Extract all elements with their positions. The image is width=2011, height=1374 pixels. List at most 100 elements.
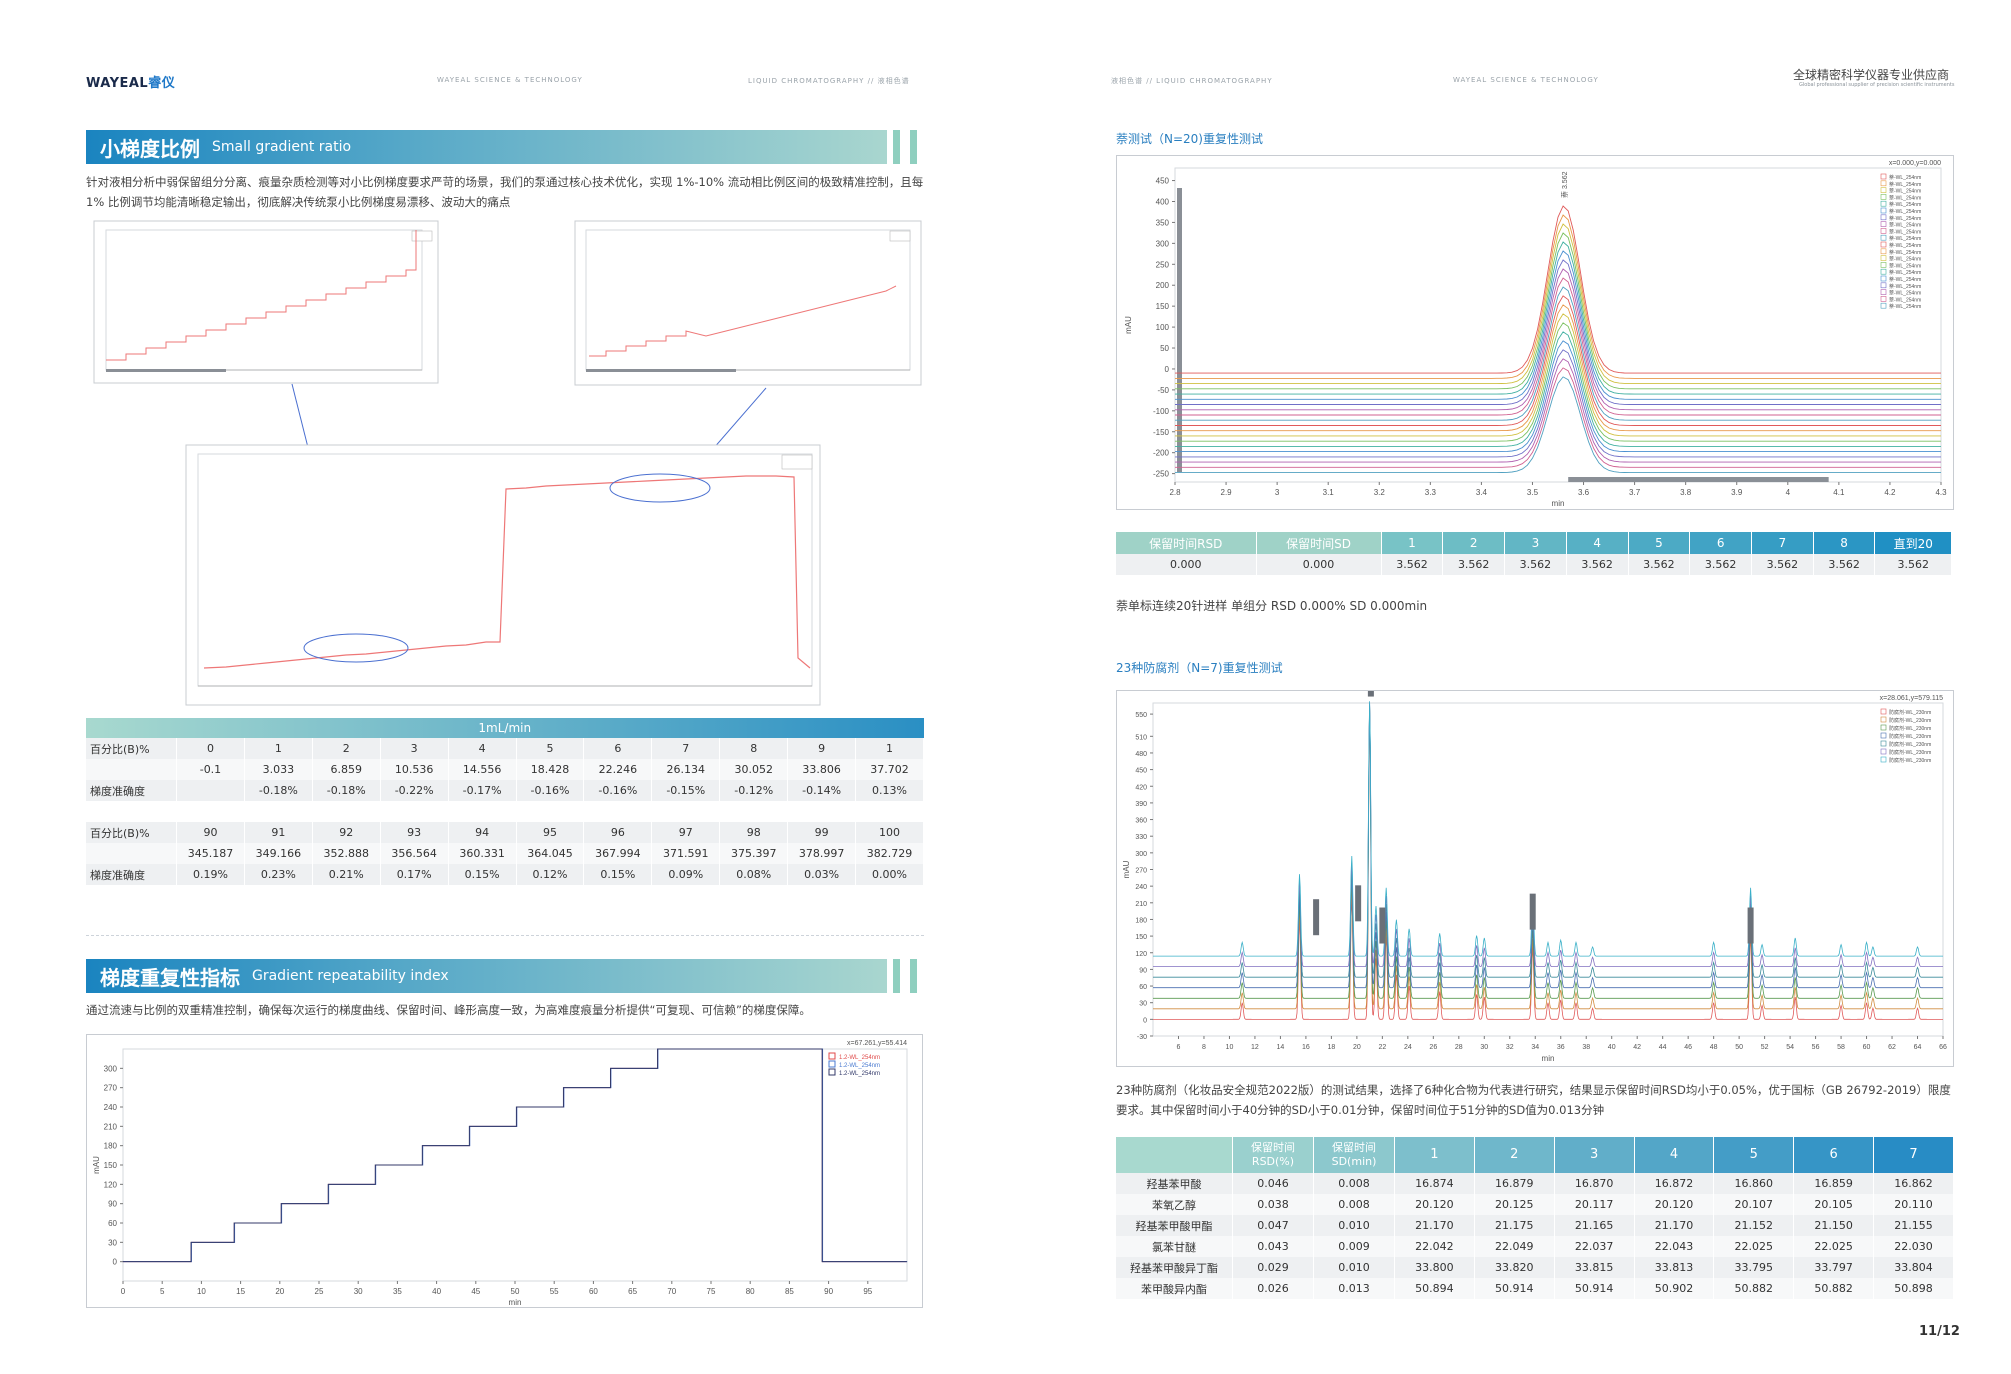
table-cell: 6.859 — [312, 759, 381, 780]
table-cell: 91 — [244, 822, 313, 843]
table-cell: 345.187 — [176, 843, 245, 864]
peak-label-box — [1747, 907, 1754, 944]
y-axis-label: mAU — [92, 1156, 101, 1174]
table-header-cell: 保留时间SD — [1256, 532, 1382, 554]
y-tick-label: 360 — [1135, 818, 1147, 825]
x-tick-label: 46 — [1684, 1044, 1692, 1051]
legend-swatch — [1880, 268, 1887, 275]
table-cell: 22.025 — [1713, 1236, 1795, 1257]
trace-line — [1175, 205, 1941, 374]
table-cell: 349.166 — [244, 843, 313, 864]
legend-label: 防腐剂-WL_230nm — [1889, 757, 1931, 764]
x-tick-label: 14 — [1277, 1044, 1285, 1051]
x-tick-label: 34 — [1531, 1044, 1539, 1051]
x-tick-label: 18 — [1327, 1044, 1335, 1051]
x-tick-label: 3.4 — [1476, 488, 1488, 497]
trace-line — [1153, 703, 1943, 978]
legend-swatch — [1880, 214, 1887, 221]
y-axis-label: mAU — [1124, 316, 1133, 334]
table-cell: 21.152 — [1713, 1215, 1795, 1236]
table-cell: 22.025 — [1793, 1236, 1875, 1257]
legend-label: 萘-WL_254nm — [1889, 262, 1921, 269]
legend-swatch — [1880, 221, 1887, 227]
trace-line — [1175, 349, 1941, 458]
table-cell: 16.870 — [1554, 1173, 1635, 1194]
table-cell: 3.562 — [1504, 554, 1567, 575]
table-cell: -0.16% — [516, 780, 585, 801]
x-tick-label: 15 — [236, 1287, 245, 1296]
y-tick-label: 420 — [1135, 784, 1147, 791]
x-tick-label: 20 — [275, 1287, 284, 1296]
x-tick-label: 4 — [1786, 488, 1791, 497]
table-row: 羟基苯甲酸异丁酯 0.029 0.010 33.800 33.820 33.815 33.8… — [1116, 1257, 1954, 1278]
preservative-chart: 5505104804504203903603303002702402101801… — [1116, 690, 1954, 1067]
table-cell: 0.000 — [1256, 554, 1382, 575]
y-tick-label: 300 — [1135, 851, 1147, 858]
x-tick-label: 3.7 — [1629, 488, 1641, 497]
table-cell: 22.037 — [1554, 1236, 1635, 1257]
table-cell: 371.591 — [651, 843, 721, 864]
table-cell: 21.150 — [1793, 1215, 1875, 1236]
table-cell: 50.882 — [1713, 1278, 1795, 1299]
x-tick-label: 56 — [1812, 1044, 1820, 1051]
section-title-en: Gradient repeatability index — [252, 968, 449, 984]
table-row: 苯甲酸异内酯 0.026 0.013 50.894 50.914 50.914 50.902… — [1116, 1278, 1954, 1299]
table-cell — [312, 801, 381, 822]
legend-swatch — [1880, 262, 1887, 268]
table-header-cell: 4 — [1566, 532, 1629, 554]
x-tick-label: 38 — [1582, 1044, 1590, 1051]
table-cell: 21.155 — [1873, 1215, 1954, 1236]
table-cell: 1 — [244, 738, 313, 759]
trace-line — [1175, 214, 1941, 379]
table-cell: 0.046 — [1232, 1173, 1314, 1194]
page-number: 11/12 — [1919, 1324, 1960, 1339]
table-header-cell: 4 — [1634, 1137, 1715, 1173]
trace-line — [1175, 322, 1941, 442]
table-cell — [86, 759, 177, 780]
x-tick-label: 58 — [1837, 1044, 1845, 1051]
table-cell: 2 — [312, 738, 381, 759]
table-header-cell: 保留时间RSD(%) — [1232, 1137, 1314, 1173]
header-category: LIQUID CHROMATOGRAPHY // 液相色谱 — [748, 77, 910, 85]
y-tick-label: 400 — [1156, 197, 1170, 206]
table-cell: 0 — [176, 738, 245, 759]
legend-label: 1.2-WL_254nm — [839, 1071, 880, 1077]
y-tick-label: -50 — [1157, 386, 1169, 395]
y-tick-label: 200 — [1156, 281, 1170, 290]
table-cell: -0.16% — [583, 780, 653, 801]
peak-label: 萘 3.562 — [1560, 171, 1569, 198]
legend-label: 防腐剂-WL_230nm — [1889, 709, 1931, 716]
table-cell: 21.170 — [1634, 1215, 1715, 1236]
table-cell: 9 — [787, 738, 857, 759]
table-cell: 378.997 — [787, 843, 857, 864]
x-tick-label: 45 — [471, 1287, 480, 1296]
series-line — [123, 1048, 907, 1263]
x-tick-label: 8 — [1202, 1044, 1206, 1051]
trace-line — [1153, 704, 1943, 989]
table-row: 梯度准确度 0.19% 0.23% 0.21% 0.17% 0.15% 0.12% 0.15%… — [86, 864, 924, 885]
y-tick-label: 480 — [1135, 751, 1147, 758]
table-cell: 3.562 — [1689, 554, 1752, 575]
trace-line — [1153, 706, 1943, 999]
table-cell: 3.562 — [1751, 554, 1814, 575]
legend-swatch — [1880, 234, 1887, 241]
table-cell: 375.397 — [719, 843, 789, 864]
table-cell: 99 — [787, 822, 857, 843]
table-cell: 95 — [516, 822, 585, 843]
table-row — [86, 801, 924, 822]
y-tick-label: 240 — [104, 1103, 118, 1112]
y-tick-label: 330 — [1135, 834, 1147, 841]
section-title-bar: 小梯度比例 Small gradient ratio — [86, 130, 887, 164]
y-tick-label: 180 — [1135, 917, 1147, 924]
table-cell: 0.08% — [719, 864, 789, 885]
table-cell: 33.820 — [1474, 1257, 1555, 1278]
y-tick-label: 210 — [104, 1122, 118, 1131]
table-header-cell: 5 — [1713, 1137, 1795, 1173]
x-tick-label: 3.8 — [1680, 488, 1692, 497]
x-tick-label: 4.2 — [1884, 488, 1896, 497]
table-cell: 1 — [855, 738, 924, 759]
x-tick-label: 90 — [824, 1287, 833, 1296]
x-tick-label: 64 — [1914, 1044, 1922, 1051]
cursor-readout: x=67.261,y=55.414 — [847, 1040, 907, 1047]
x-tick-label: 55 — [550, 1287, 559, 1296]
